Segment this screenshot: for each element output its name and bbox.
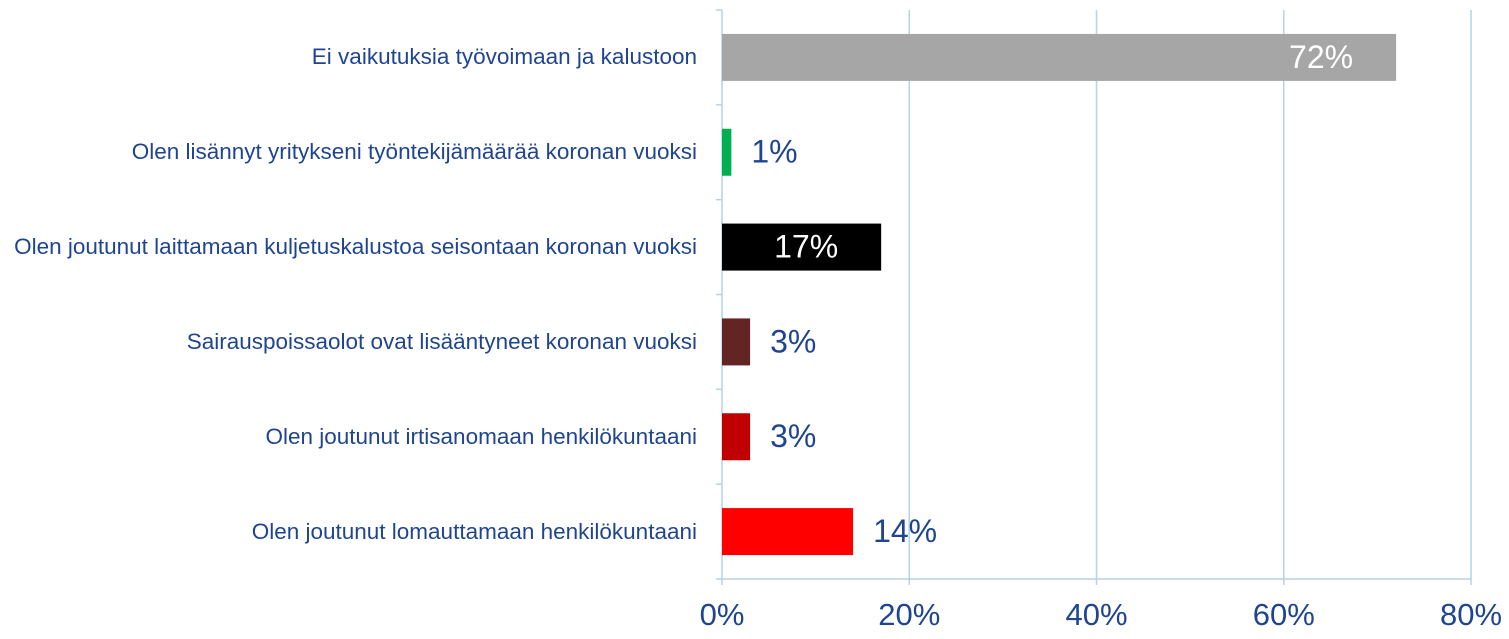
- bar: [722, 33, 1397, 81]
- category-text: Ei vaikutuksia työvoimaan ja kalustoon: [311, 44, 697, 70]
- category-label: Olen joutunut irtisanomaan henkilökuntaa…: [4, 389, 697, 484]
- bar: [722, 508, 854, 556]
- category-text: Olen lisännyt yritykseni työntekijämäärä…: [131, 139, 697, 165]
- x-tick-label: 60%: [1253, 597, 1315, 632]
- bar: [722, 413, 751, 461]
- category-label: Ei vaikutuksia työvoimaan ja kalustoon: [4, 10, 697, 105]
- category-text: Olen joutunut lomauttamaan henkilökuntaa…: [251, 518, 697, 544]
- x-tick-label: 40%: [1065, 597, 1127, 632]
- x-tick-label: 0%: [700, 597, 745, 632]
- value-label: 72%: [1289, 39, 1353, 75]
- category-label: Olen joutunut laittamaan kuljetuskalusto…: [4, 200, 697, 295]
- value-label: 1%: [751, 134, 797, 170]
- category-text: Sairauspoissaolot ovat lisääntyneet koro…: [186, 328, 697, 354]
- value-label: 14%: [873, 513, 937, 549]
- value-label: 17%: [774, 229, 838, 265]
- x-tick-label: 20%: [878, 597, 940, 632]
- category-label: Sairauspoissaolot ovat lisääntyneet koro…: [4, 295, 697, 390]
- category-label: Olen lisännyt yritykseni työntekijämäärä…: [4, 105, 697, 200]
- bar: [722, 128, 732, 176]
- value-label: 3%: [770, 418, 816, 454]
- category-label: Olen joutunut lomauttamaan henkilökuntaa…: [4, 484, 697, 579]
- x-tick-label: 80%: [1440, 597, 1502, 632]
- bar: [722, 223, 882, 271]
- bar: [722, 318, 751, 366]
- category-text: Olen joutunut irtisanomaan henkilökuntaa…: [265, 423, 697, 449]
- category-text: Olen joutunut laittamaan kuljetuskalusto…: [14, 234, 697, 260]
- value-label: 3%: [770, 323, 816, 359]
